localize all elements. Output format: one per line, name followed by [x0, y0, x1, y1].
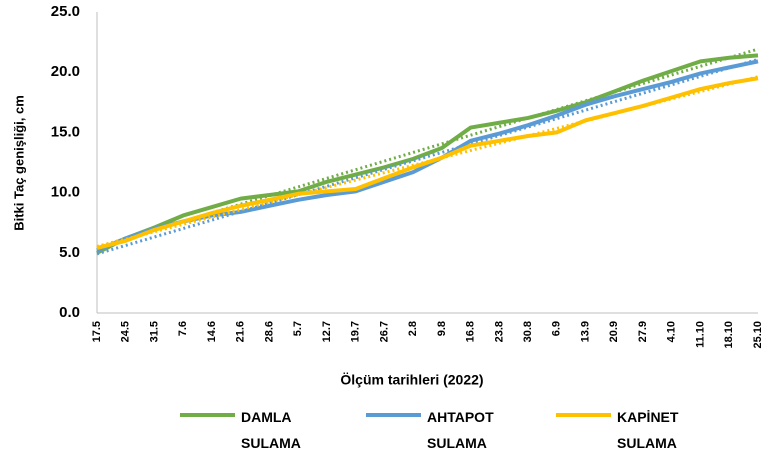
x-tick-label: 28.6: [263, 321, 275, 342]
legend-item: AHTAPOT SULAMA: [366, 404, 507, 456]
x-tick-label: 20.9: [608, 321, 620, 342]
x-tick-label: 25.10: [752, 321, 762, 349]
y-axis-title: Bitki Taç genişliği, cm: [11, 95, 26, 231]
legend-swatch: [366, 413, 421, 417]
x-tick-label: 11.10: [694, 321, 706, 348]
legend-label: AHTAPOT SULAMA: [427, 409, 494, 451]
x-tick-label: 27.9: [637, 321, 649, 342]
series-line: [96, 76, 759, 250]
y-tick-label: 0.0: [59, 304, 80, 321]
y-tick-label: 10.0: [51, 184, 80, 201]
x-tick-label: 13.9: [579, 321, 591, 342]
x-tick-label: 21.6: [235, 321, 247, 342]
x-tick-label: 24.5: [120, 321, 132, 342]
x-tick-label: 14.6: [206, 321, 218, 342]
legend-swatch: [180, 413, 235, 417]
series-line: [96, 53, 759, 255]
x-tick-label: 16.8: [465, 321, 477, 342]
legend-item: DAMLA SULAMA: [180, 404, 321, 456]
x-tick-label: 18.10: [723, 321, 735, 349]
x-tick-label: 17.5: [91, 321, 103, 342]
x-tick-label: 26.7: [378, 321, 390, 342]
y-tick-label: 5.0: [59, 244, 80, 261]
x-tick-label: 4.10: [666, 321, 678, 342]
x-axis-title: Ölçüm tarihleri (2022): [340, 372, 483, 388]
x-tick-label: 2.8: [407, 321, 419, 336]
legend-label: DAMLA SULAMA: [241, 409, 301, 451]
x-tick-label: 12.7: [321, 321, 333, 342]
y-tick-label: 25.0: [51, 3, 80, 20]
chart: Bitki Taç genişliği, cm Ölçüm tarihleri …: [11, 3, 762, 388]
x-tick-label: 31.5: [148, 321, 160, 342]
legend-item: KAPİNET SULAMA: [556, 404, 697, 456]
legend-label: KAPİNET SULAMA: [617, 409, 679, 451]
x-tick-label: 23.8: [493, 321, 505, 342]
x-tick-label: 30.8: [522, 321, 534, 342]
y-tick-label: 20.0: [51, 63, 80, 80]
x-tick-label: 7.6: [177, 321, 189, 336]
x-tick-label: 6.9: [551, 321, 563, 336]
legend-swatch: [556, 413, 611, 417]
x-tick-label: 19.7: [350, 321, 362, 342]
y-tick-label: 15.0: [51, 123, 80, 140]
x-tick-label: 5.7: [292, 321, 304, 336]
trend-line: [96, 57, 759, 256]
x-tick-label: 9.8: [436, 321, 448, 336]
